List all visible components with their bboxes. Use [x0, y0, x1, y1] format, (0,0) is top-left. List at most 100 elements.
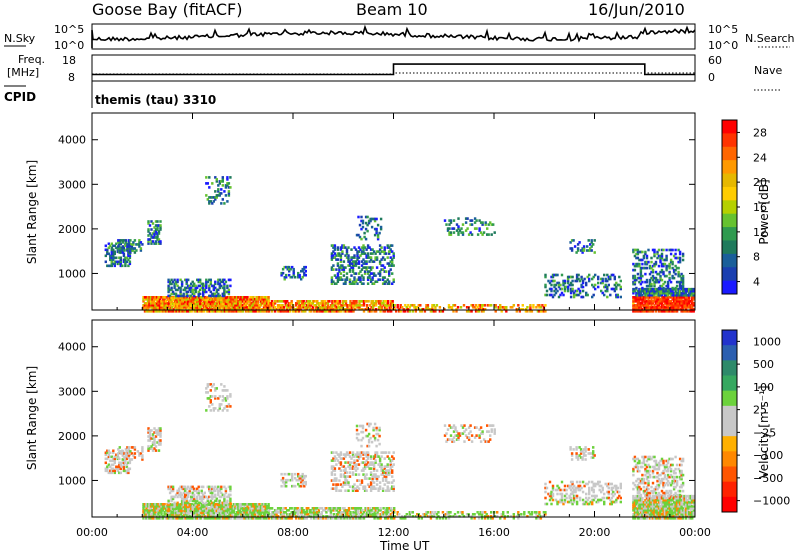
echo-cell	[351, 264, 355, 267]
echo-cell	[585, 283, 588, 287]
echo-cell	[570, 249, 574, 252]
echo-cell	[200, 296, 203, 300]
echo-cell	[193, 487, 196, 491]
echo-cell	[197, 501, 200, 505]
echo-cell	[367, 310, 370, 313]
echo-cell	[206, 485, 209, 489]
echo-cell	[659, 260, 662, 264]
echo-cell	[365, 451, 368, 454]
echo-cell	[678, 282, 682, 286]
echo-cell	[692, 298, 695, 301]
echo-cell	[208, 397, 211, 400]
echo-cell	[276, 511, 280, 514]
echo-cell	[544, 304, 547, 307]
echo-cell	[691, 308, 694, 311]
echo-cell	[148, 298, 151, 301]
echo-cell	[668, 289, 671, 293]
echo-cell	[200, 511, 203, 515]
echo-cell	[663, 310, 667, 313]
echo-cell	[371, 266, 374, 269]
echo-cell	[237, 310, 240, 313]
echo-cell	[177, 487, 181, 491]
echo-cell	[184, 296, 187, 299]
echo-cell	[187, 511, 190, 514]
echo-cell	[301, 482, 304, 486]
echo-cell	[638, 304, 641, 307]
echo-cell	[636, 296, 640, 299]
echo-cell	[215, 499, 218, 503]
echo-cell	[256, 306, 260, 309]
echo-cell	[689, 287, 692, 291]
echo-cell	[265, 507, 269, 510]
echo-cell	[371, 461, 374, 464]
echo-cell	[351, 262, 355, 265]
echo-cell	[206, 497, 209, 501]
echo-cell	[157, 443, 161, 446]
echo-cell	[363, 270, 367, 273]
echo-cell	[255, 310, 258, 313]
echo-cell	[644, 250, 647, 254]
echo-cell	[289, 513, 292, 516]
echo-cell	[378, 487, 382, 490]
echo-cell	[333, 244, 337, 247]
echo-cell	[666, 310, 670, 313]
echo-cell	[275, 300, 278, 303]
echo-cell	[250, 509, 254, 512]
echo-cell	[371, 463, 374, 466]
echo-cell	[333, 282, 337, 285]
echo-cell	[291, 484, 294, 488]
echo-cell	[332, 457, 335, 460]
echo-cell	[109, 254, 112, 258]
echo-cell	[143, 306, 147, 309]
echo-cell	[176, 280, 179, 284]
echo-cell	[465, 310, 469, 313]
echo-cell	[333, 473, 337, 476]
echo-cell	[388, 310, 391, 313]
echo-cell	[208, 278, 211, 282]
echo-cell	[128, 260, 132, 264]
echo-cell	[632, 287, 635, 291]
echo-cell	[405, 306, 408, 309]
echo-cell	[393, 507, 396, 510]
echo-cell	[344, 475, 347, 478]
echo-cell	[218, 511, 221, 515]
echo-cell	[154, 517, 157, 520]
echo-cell	[517, 308, 520, 311]
echo-cell	[110, 256, 113, 260]
echo-cell	[330, 268, 334, 271]
echo-cell	[153, 443, 156, 446]
echo-cell	[375, 217, 378, 221]
echo-cell	[118, 242, 121, 246]
echo-cell	[190, 485, 193, 489]
echo-cell	[176, 503, 179, 507]
echo-cell	[669, 294, 673, 297]
echo-cell	[155, 515, 159, 518]
echo-cell	[378, 485, 382, 488]
echo-cell	[250, 298, 254, 301]
echo-cell	[167, 509, 170, 513]
echo-cell	[601, 277, 604, 281]
echo-cell	[362, 467, 365, 470]
echo-cell	[365, 262, 368, 265]
echo-cell	[115, 242, 118, 246]
echo-cell	[365, 459, 368, 462]
echo-cell	[194, 290, 197, 294]
echo-cell	[152, 308, 156, 311]
echo-cell	[446, 229, 450, 232]
echo-cell	[355, 509, 358, 512]
echo-cell	[157, 238, 161, 241]
echo-cell	[645, 256, 649, 260]
echo-cell	[342, 260, 346, 263]
echo-cell	[152, 517, 156, 520]
echo-cell	[269, 306, 272, 309]
echo-cell	[482, 310, 485, 313]
echo-cell	[647, 260, 650, 264]
echo-cell	[662, 282, 665, 286]
echo-cell	[381, 469, 385, 472]
echo-cell	[607, 275, 610, 279]
echo-cell	[345, 272, 349, 275]
echo-cell	[301, 267, 304, 271]
echo-cell	[118, 465, 121, 469]
echo-cell	[253, 515, 257, 518]
echo-cell	[246, 302, 249, 305]
